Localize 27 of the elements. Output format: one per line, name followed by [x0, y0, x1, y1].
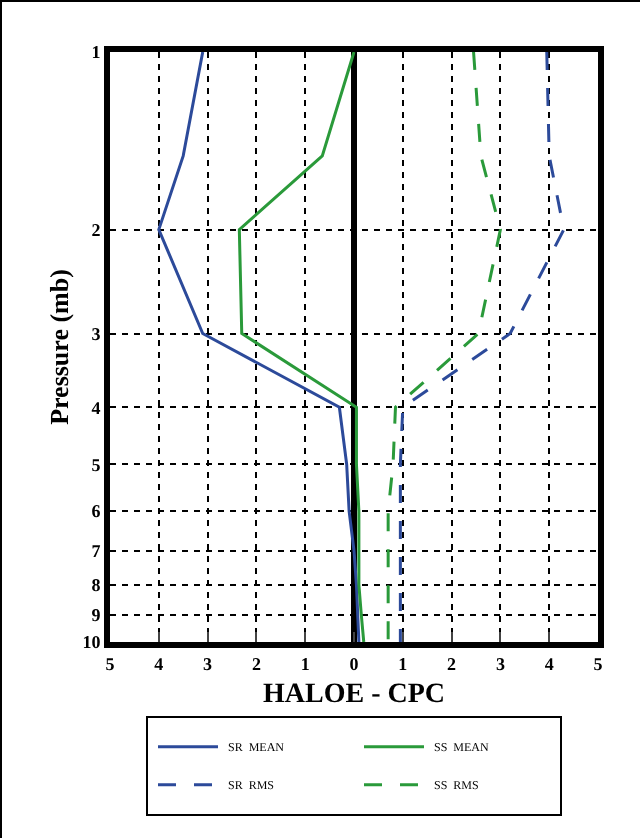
y-tick-label: 7: [91, 540, 102, 561]
x-tick-label: 1: [398, 653, 409, 674]
x-tick-label: 3: [203, 653, 214, 674]
y-tick-label: 1: [91, 42, 102, 63]
y-tick-label: 8: [91, 575, 102, 596]
x-tick-label: 1: [300, 653, 311, 674]
x-tick-label: 5: [593, 653, 604, 674]
x-tick-label: 3: [495, 653, 506, 674]
x-tick-label: 2: [447, 653, 458, 674]
x-tick-label: 5: [105, 653, 116, 674]
x-axis-title: HALOE - CPC: [263, 680, 445, 711]
line-series: [398, 52, 566, 642]
y-tick-label: 6: [91, 501, 102, 522]
x-tick-label: 0: [349, 653, 360, 674]
x-tick-label: 2: [251, 653, 262, 674]
y-tick-label: 3: [91, 323, 102, 344]
y-tick-label: 9: [91, 605, 102, 626]
y-tick-label: 2: [91, 219, 102, 240]
line-series: [157, 52, 361, 642]
line-series: [237, 52, 366, 642]
y-tick-label: 4: [91, 397, 102, 418]
y-tick-label: 10: [82, 632, 102, 653]
x-tick-label: 4: [154, 653, 165, 674]
y-axis-title: Pressure (mb): [44, 269, 75, 425]
line-series: [386, 52, 502, 642]
x-tick-label: 4: [544, 653, 555, 674]
y-tick-label: 5: [91, 454, 102, 475]
